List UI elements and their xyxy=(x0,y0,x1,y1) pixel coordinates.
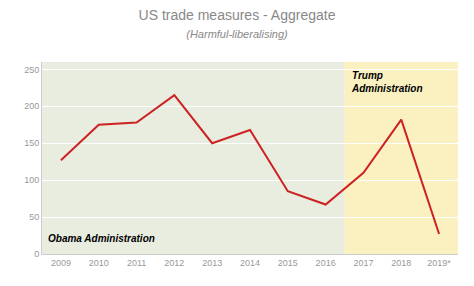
svg-text:2018: 2018 xyxy=(391,258,411,268)
svg-text:2011: 2011 xyxy=(127,258,146,268)
svg-text:0: 0 xyxy=(34,249,39,259)
svg-text:2015: 2015 xyxy=(278,258,298,268)
svg-text:2013: 2013 xyxy=(202,258,222,268)
svg-text:50: 50 xyxy=(29,212,39,222)
svg-text:2014: 2014 xyxy=(240,258,260,268)
svg-text:US trade measures - Aggregate(: US trade measures - Aggregate(Harmful-li… xyxy=(139,7,336,40)
svg-text:150: 150 xyxy=(24,138,39,148)
svg-text:2016: 2016 xyxy=(316,258,336,268)
svg-text:250: 250 xyxy=(24,65,39,75)
svg-text:TrumpAdministration: TrumpAdministration xyxy=(351,70,423,94)
svg-text:2012: 2012 xyxy=(164,258,184,268)
svg-text:Obama Administration: Obama Administration xyxy=(48,233,155,244)
svg-text:200: 200 xyxy=(24,101,39,111)
svg-text:2009: 2009 xyxy=(51,258,71,268)
svg-text:2019*: 2019* xyxy=(427,258,451,268)
svg-text:2010: 2010 xyxy=(89,258,109,268)
svg-text:2017: 2017 xyxy=(353,258,373,268)
svg-text:100: 100 xyxy=(24,175,39,185)
